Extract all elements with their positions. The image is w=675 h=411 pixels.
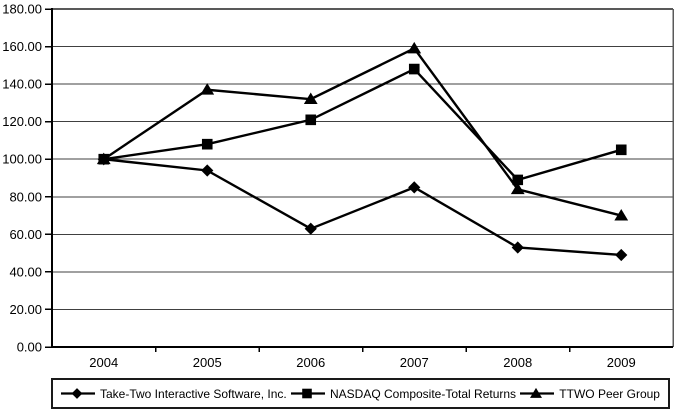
y-axis-tick-label: 60.00 bbox=[9, 227, 42, 242]
diamond-marker-icon bbox=[61, 387, 95, 400]
x-axis-tick-label: 2005 bbox=[193, 355, 222, 370]
series-line-1 bbox=[103, 67, 622, 182]
x-axis-tick-label: 2004 bbox=[89, 355, 118, 370]
triangle-data-marker bbox=[200, 83, 215, 95]
square-marker-icon bbox=[290, 387, 325, 400]
y-axis-tick-label: 0.00 bbox=[17, 340, 42, 355]
legend-label-nasdaq: NASDAQ Composite-Total Returns bbox=[329, 386, 517, 401]
diamond-data-marker bbox=[201, 164, 214, 177]
triangle-data-marker bbox=[510, 182, 525, 195]
y-axis-tick-label: 40.00 bbox=[9, 264, 42, 279]
square-data-marker bbox=[615, 144, 627, 156]
y-axis-tick-label: 20.00 bbox=[9, 302, 42, 317]
triangle-data-marker bbox=[614, 208, 629, 221]
y-axis-tick-label: 140.00 bbox=[2, 77, 42, 92]
diamond-data-marker bbox=[615, 248, 628, 262]
x-axis-tick-label: 2008 bbox=[503, 355, 532, 370]
x-axis-tick-label: 2007 bbox=[400, 355, 429, 370]
plot-area: 0.00 20.00 40.00 60.00 80.00 100.00 120.00 140.… bbox=[2, 2, 674, 370]
legend-item-take-two: Take-Two Interactive Software, Inc. bbox=[61, 387, 287, 401]
diamond-data-marker bbox=[304, 222, 317, 235]
diamond-data-marker bbox=[408, 181, 421, 194]
square-data-marker bbox=[201, 138, 213, 150]
legend-label-peer-group: TTWO Peer Group bbox=[559, 386, 660, 401]
y-axis-tick-label: 160.00 bbox=[2, 39, 42, 54]
square-data-marker bbox=[408, 63, 420, 75]
diamond-data-marker bbox=[511, 241, 524, 254]
triangle-marker-icon bbox=[520, 387, 555, 400]
triangle-data-marker bbox=[407, 41, 422, 54]
y-axis-tick-label: 180.00 bbox=[2, 2, 42, 17]
triangle-data-marker bbox=[96, 152, 111, 165]
triangle-data-marker bbox=[303, 92, 318, 105]
y-axis-tick-label: 80.00 bbox=[9, 189, 42, 204]
series-line-0 bbox=[103, 158, 622, 257]
legend-item-nasdaq: NASDAQ Composite-Total Returns bbox=[290, 386, 517, 401]
y-axis-tick-label: 120.00 bbox=[2, 114, 42, 129]
chart-legend: Take-Two Interactive Software, Inc. NASD… bbox=[51, 378, 670, 409]
y-axis-tick-label: 100.00 bbox=[2, 152, 42, 167]
square-data-marker bbox=[305, 114, 317, 126]
series-line-2 bbox=[103, 46, 622, 217]
x-axis-tick-label: 2009 bbox=[607, 355, 636, 370]
x-axis-tick-label: 2006 bbox=[296, 355, 325, 370]
legend-label-take-two: Take-Two Interactive Software, Inc. bbox=[100, 386, 287, 401]
legend-item-peer-group: TTWO Peer Group bbox=[520, 387, 660, 401]
